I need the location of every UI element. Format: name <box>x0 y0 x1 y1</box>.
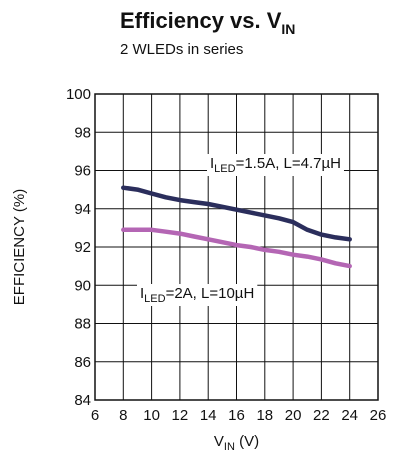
x-tick-label: 22 <box>313 407 330 424</box>
y-tick-label: 100 <box>66 86 91 103</box>
plot-area <box>94 93 379 401</box>
series-label-background <box>137 284 258 306</box>
x-tick-label: 14 <box>200 407 217 424</box>
y-tick-label: 90 <box>74 277 91 294</box>
x-tick-label: 18 <box>256 407 273 424</box>
data-series <box>121 185 352 269</box>
series-label-1p5a: ILED=1.5A, L=4.7µH <box>210 155 341 175</box>
y-tick-label: 86 <box>74 354 91 371</box>
x-tick-label: 6 <box>91 407 99 424</box>
y-tick-label: 96 <box>74 163 91 180</box>
series-labels: ILED=1.5A, L=4.7µH ILED=2A, L=10µH <box>137 154 344 306</box>
y-tick-label: 84 <box>74 392 91 409</box>
x-tick-label: 20 <box>285 407 302 424</box>
x-tick-label: 12 <box>172 407 189 424</box>
tick-labels: 6 8 10 12 14 16 18 20 22 24 26 84 86 88 90 92 94 96 98 100 <box>66 86 386 424</box>
chart-subtitle: 2 WLEDs in series <box>120 41 243 58</box>
series-line-0 <box>121 185 352 242</box>
series-label-2a: ILED=2A, L=10µH <box>140 285 254 305</box>
y-axis-label: EFFICIENCY (%) <box>11 189 28 305</box>
x-tick-label: 8 <box>119 407 127 424</box>
x-tick-label: 26 <box>370 407 387 424</box>
series-label-background <box>207 154 344 176</box>
y-tick-label: 92 <box>74 239 91 256</box>
chart-title: Efficiency vs. VIN <box>120 8 295 37</box>
y-tick-label: 94 <box>74 201 91 218</box>
x-tick-label: 10 <box>143 407 160 424</box>
x-axis-label: VIN (V) <box>214 433 259 453</box>
x-tick-label: 16 <box>228 407 245 424</box>
y-tick-label: 88 <box>74 316 91 333</box>
series-line-1 <box>121 227 352 269</box>
y-tick-label: 98 <box>74 124 91 141</box>
x-tick-label: 24 <box>341 407 358 424</box>
